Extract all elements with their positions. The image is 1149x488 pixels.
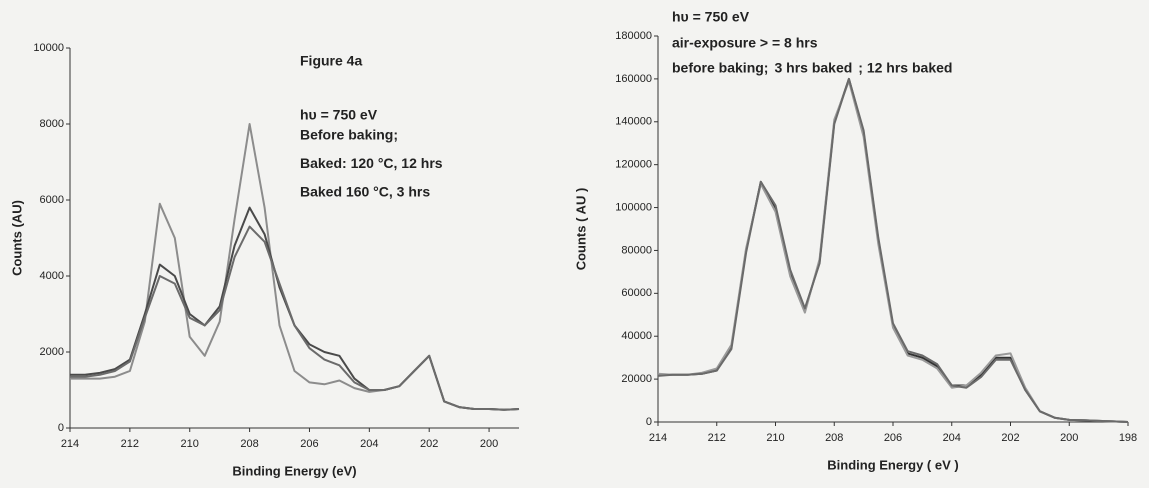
data-line: [70, 225, 520, 411]
x-tick-label: 210: [766, 432, 784, 444]
y-tick-label: 0: [58, 422, 64, 434]
x-tick-label: 208: [240, 438, 258, 450]
legend-entry: Before baking;: [300, 127, 398, 143]
legend-entry: before baking;: [672, 60, 768, 76]
annotation: air-exposure > = 8 hrs: [672, 35, 818, 51]
y-axis-label: Counts (AU): [9, 200, 24, 276]
x-tick-label: 202: [420, 438, 438, 450]
y-tick-label: 60000: [621, 287, 652, 299]
x-tick-label: 208: [825, 432, 843, 444]
annotation: hυ = 750 eV: [300, 107, 378, 123]
y-tick-label: 6000: [40, 194, 64, 206]
y-tick-label: 8000: [40, 118, 64, 130]
x-tick-label: 206: [884, 432, 902, 444]
y-tick-label: 10000: [33, 42, 64, 54]
annotation: Figure 4a: [300, 53, 362, 69]
y-tick-label: 180000: [615, 30, 652, 42]
legend-entry: ; 12 hrs baked: [858, 60, 952, 76]
x-axis-label: Binding Energy (eV): [232, 463, 356, 478]
x-axis-label: Binding Energy ( eV ): [827, 457, 958, 472]
x-tick-label: 200: [480, 438, 498, 450]
y-tick-label: 100000: [615, 201, 652, 213]
x-tick-label: 204: [943, 432, 961, 444]
x-tick-label: 214: [61, 438, 79, 450]
legend-entry: Baked: 120 °C, 12 hrs: [300, 155, 443, 171]
legend-entry: 3 hrs baked: [774, 60, 852, 76]
data-line: [657, 77, 1129, 423]
y-tick-label: 160000: [615, 73, 652, 85]
x-tick-label: 206: [300, 438, 318, 450]
x-tick-label: 212: [708, 432, 726, 444]
y-tick-label: 40000: [621, 330, 652, 342]
y-axis-label: Counts ( AU ): [573, 188, 588, 271]
legend-entry: Baked 160 °C, 3 hrs: [300, 184, 430, 200]
y-tick-label: 140000: [615, 116, 652, 128]
y-tick-label: 20000: [621, 373, 652, 385]
y-tick-label: 0: [646, 416, 652, 428]
annotation: hυ = 750 eV: [672, 9, 750, 25]
x-tick-label: 200: [1060, 432, 1078, 444]
x-tick-label: 204: [360, 438, 378, 450]
x-tick-label: 198: [1119, 432, 1137, 444]
x-tick-label: 210: [181, 438, 199, 450]
y-tick-label: 120000: [615, 159, 652, 171]
x-tick-label: 212: [121, 438, 139, 450]
y-tick-label: 4000: [40, 270, 64, 282]
x-tick-label: 214: [649, 432, 667, 444]
y-tick-label: 2000: [40, 346, 64, 358]
y-tick-label: 80000: [621, 244, 652, 256]
x-tick-label: 202: [1001, 432, 1019, 444]
